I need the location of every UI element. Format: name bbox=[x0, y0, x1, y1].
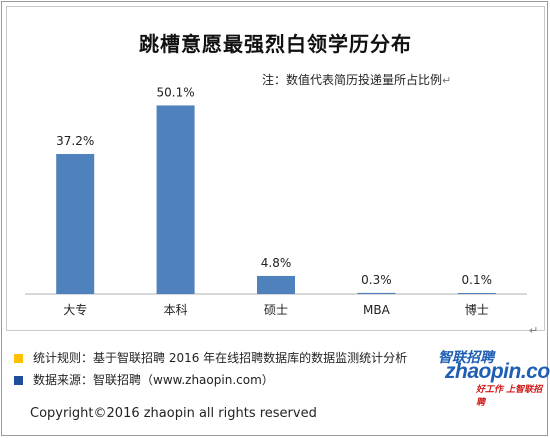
data-label-3: 0.3% bbox=[361, 273, 392, 287]
chart-panel: 跳槽意愿最强烈白领学历分布 注：数值代表简历投递量所占比例↵ 37.2% 大专 50… bbox=[6, 6, 545, 337]
chart-note-text: 注：数值代表简历投递量所占比例 bbox=[262, 73, 443, 87]
category-label-3: MBA bbox=[363, 303, 391, 317]
data-label-4: 0.1% bbox=[462, 273, 493, 287]
logo-slogan: 好工作 上智联招聘 bbox=[476, 385, 543, 408]
chart-title: 跳槽意愿最强烈白领学历分布 bbox=[139, 32, 412, 56]
bar-chart: 37.2% 大专 50.1% 本科 4.8% 硕士 0.3% MBA 0.1% 博士 bbox=[25, 85, 527, 317]
paragraph-mark-chart-end: ↵ bbox=[529, 324, 539, 337]
logo-name: 智联招聘 bbox=[438, 349, 494, 365]
rule-color-swatch bbox=[14, 354, 23, 363]
category-label-0: 大专 bbox=[63, 302, 87, 317]
data-label-0: 37.2% bbox=[56, 134, 94, 148]
data-source-text: 数据来源：智联招聘（www.zhaopin.com） bbox=[33, 373, 274, 387]
bar-2 bbox=[257, 275, 295, 294]
data-label-1: 50.1% bbox=[157, 85, 195, 99]
bar-4 bbox=[457, 293, 496, 294]
bar-0 bbox=[56, 153, 95, 294]
category-label-4: 博士 bbox=[465, 302, 489, 317]
bar-1 bbox=[156, 105, 195, 294]
copyright-text: Copyright©2016 zhaopin all rights reserv… bbox=[30, 406, 317, 421]
chart-note: 注：数值代表简历投递量所占比例↵ bbox=[262, 71, 451, 88]
category-label-2: 硕士 bbox=[264, 303, 288, 317]
category-label-1: 本科 bbox=[164, 303, 188, 317]
source-color-swatch bbox=[14, 376, 23, 385]
statistics-rule: 统计规则：基于智联招聘 2016 年在线招聘数据库的数据监测统计分析 bbox=[14, 349, 407, 366]
paragraph-mark: ↵ bbox=[442, 74, 452, 87]
bar-3 bbox=[357, 292, 396, 294]
statistics-rule-text: 统计规则：基于智联招聘 2016 年在线招聘数据库的数据监测统计分析 bbox=[33, 351, 408, 365]
data-label-2: 4.8% bbox=[261, 256, 292, 270]
data-source: 数据来源：智联招聘（www.zhaopin.com） bbox=[14, 371, 274, 388]
logo-brand: zhaopin.com bbox=[445, 360, 550, 383]
